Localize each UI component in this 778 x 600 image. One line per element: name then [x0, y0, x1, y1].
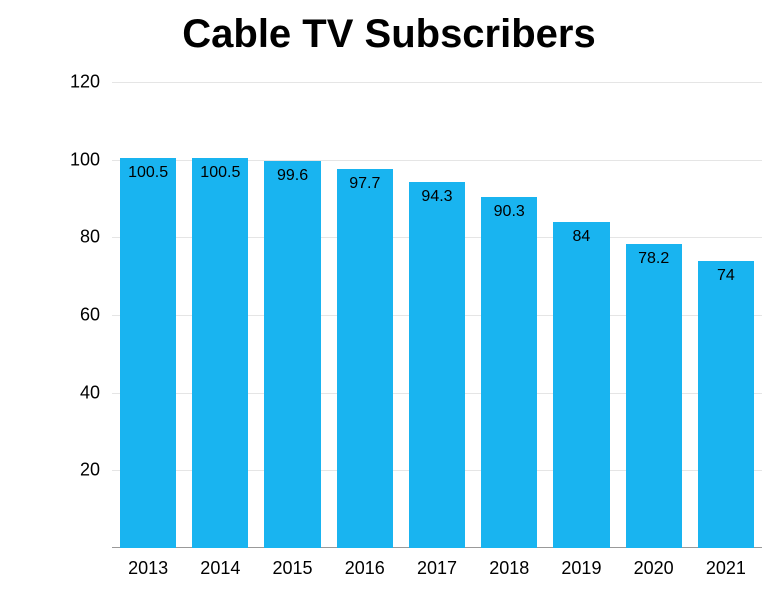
- bar: 100.5: [192, 158, 248, 548]
- x-tick-label: 2020: [634, 548, 674, 579]
- y-tick-label: 20: [80, 460, 112, 481]
- cable-subscribers-chart: Cable TV Subscribers Millions of paid TV…: [0, 0, 778, 600]
- bar: 78.2: [626, 244, 682, 548]
- bar: 74: [698, 261, 754, 548]
- y-tick-label: 60: [80, 305, 112, 326]
- bar-value-label: 78.2: [626, 250, 682, 268]
- bar: 97.7: [337, 169, 393, 548]
- bar: 99.6: [264, 161, 320, 548]
- bar-value-label: 97.7: [337, 175, 393, 193]
- bar-value-label: 94.3: [409, 188, 465, 206]
- bar-value-label: 99.6: [264, 167, 320, 185]
- bar: 90.3: [481, 197, 537, 548]
- x-tick-label: 2021: [706, 548, 746, 579]
- bar: 84: [553, 222, 609, 548]
- x-tick-label: 2016: [345, 548, 385, 579]
- grid-line: [112, 82, 762, 83]
- bar-value-label: 90.3: [481, 203, 537, 221]
- x-tick-label: 2015: [273, 548, 313, 579]
- chart-title: Cable TV Subscribers: [0, 12, 778, 57]
- plot-area: 20406080100120100.52013100.5201499.62015…: [112, 82, 762, 548]
- bar: 100.5: [120, 158, 176, 548]
- y-tick-label: 80: [80, 227, 112, 248]
- x-tick-label: 2017: [417, 548, 457, 579]
- y-tick-label: 40: [80, 382, 112, 403]
- x-tick-label: 2014: [200, 548, 240, 579]
- bar: 94.3: [409, 182, 465, 548]
- bar-value-label: 84: [553, 228, 609, 246]
- bar-value-label: 74: [698, 267, 754, 285]
- y-tick-label: 100: [70, 149, 112, 170]
- x-tick-label: 2018: [489, 548, 529, 579]
- bar-value-label: 100.5: [192, 164, 248, 182]
- x-tick-label: 2013: [128, 548, 168, 579]
- bar-value-label: 100.5: [120, 164, 176, 182]
- x-tick-label: 2019: [561, 548, 601, 579]
- y-tick-label: 120: [70, 72, 112, 93]
